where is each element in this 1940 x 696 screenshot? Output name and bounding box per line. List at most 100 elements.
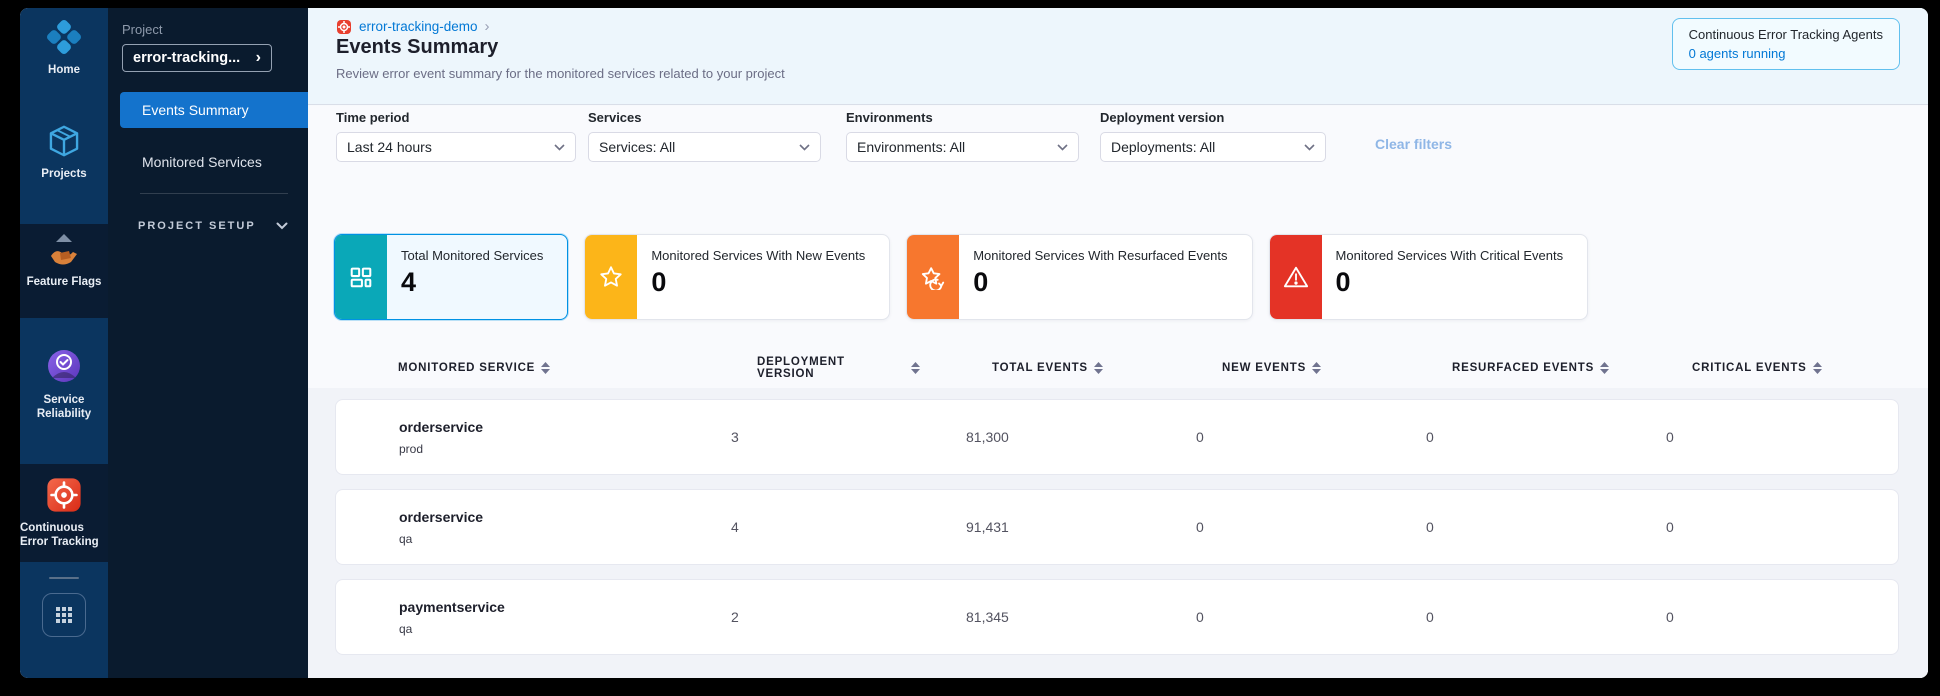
warning-icon bbox=[1269, 235, 1322, 319]
sort-icon bbox=[1093, 362, 1103, 374]
sidebar-item-monitored-services[interactable]: Monitored Services bbox=[142, 154, 262, 170]
project-setup-section[interactable]: PROJECT SETUP bbox=[138, 220, 288, 232]
sidebar-item-events-summary[interactable]: Events Summary bbox=[120, 92, 308, 128]
project-selector[interactable]: error-tracking... › bbox=[122, 44, 272, 72]
cell-deployment-version: 2 bbox=[731, 609, 739, 625]
cell-total-events: 81,300 bbox=[966, 429, 1009, 445]
chevron-right-icon: › bbox=[255, 49, 261, 66]
select-value: Last 24 hours bbox=[347, 139, 432, 155]
filter-label: Environments bbox=[846, 110, 933, 125]
project-label: Project bbox=[122, 22, 163, 37]
service-environment: qa bbox=[399, 621, 413, 636]
cell-deployment-version: 4 bbox=[731, 519, 739, 535]
grid-layout-icon bbox=[335, 235, 387, 319]
services-select[interactable]: Services: All bbox=[588, 132, 821, 162]
nav-item-feature-flags[interactable]: Feature Flags bbox=[20, 246, 108, 289]
service-name: orderservice bbox=[399, 508, 484, 525]
scroll-up-icon[interactable] bbox=[56, 234, 72, 242]
card-value: 0 bbox=[973, 267, 989, 297]
table-rows: orderservice prod 3 81,300 0 0 0 orderse… bbox=[335, 399, 1899, 655]
cell-monitored-service: orderservice qa bbox=[336, 490, 686, 564]
sort-icon bbox=[1600, 362, 1610, 374]
cell-total-events: 81,345 bbox=[966, 609, 1009, 625]
card-label: Monitored Services With Resurfaced Event… bbox=[973, 248, 1228, 263]
rail-divider bbox=[49, 577, 79, 579]
column-header-deployment-version[interactable]: DEPLOYMENT VERSION bbox=[685, 356, 920, 380]
table-row[interactable]: orderservice qa 4 91,431 0 0 0 bbox=[335, 489, 1899, 565]
cell-new-events: 0 bbox=[1196, 429, 1204, 445]
clear-filters-button[interactable]: Clear filters bbox=[1375, 136, 1453, 152]
nav-label: Service Reliability bbox=[36, 394, 92, 420]
sort-icon bbox=[1812, 362, 1822, 374]
cell-deployment-version: 3 bbox=[731, 429, 739, 445]
cell-critical-events: 0 bbox=[1666, 609, 1674, 625]
card-new-events[interactable]: Monitored Services With New Events 0 bbox=[584, 234, 891, 320]
column-header-new-events[interactable]: NEW EVENTS bbox=[1150, 356, 1380, 380]
chevron-down-icon bbox=[276, 222, 288, 230]
sort-icon bbox=[1312, 362, 1322, 374]
sort-icon bbox=[541, 362, 551, 374]
table-row[interactable]: paymentservice qa 2 81,345 0 0 0 bbox=[335, 579, 1899, 655]
nav-item-service-reliability[interactable]: Service Reliability bbox=[20, 346, 108, 421]
page-title: Events Summary bbox=[336, 36, 499, 58]
filter-services: Services Services: All bbox=[588, 110, 821, 162]
cell-resurfaced-events: 0 bbox=[1426, 609, 1434, 625]
nav-label: Home bbox=[48, 64, 80, 76]
nav-label: Projects bbox=[41, 168, 87, 180]
chevron-down-icon bbox=[554, 143, 565, 151]
deployments-select[interactable]: Deployments: All bbox=[1100, 132, 1326, 162]
projects-cube-icon bbox=[20, 122, 108, 160]
column-header-total-events[interactable]: TOTAL EVENTS bbox=[920, 356, 1150, 380]
card-value: 4 bbox=[401, 267, 417, 297]
nav-item-home[interactable]: Home bbox=[20, 18, 108, 77]
filter-label: Deployment version bbox=[1100, 110, 1225, 125]
time-period-select[interactable]: Last 24 hours bbox=[336, 132, 576, 162]
cell-monitored-service: orderservice prod bbox=[336, 400, 686, 474]
breadcrumb-link[interactable]: error-tracking-demo bbox=[359, 19, 478, 34]
chevron-down-icon bbox=[1304, 143, 1315, 151]
cell-critical-events: 0 bbox=[1666, 519, 1674, 535]
grid-dots-icon bbox=[55, 606, 73, 624]
select-value: Services: All bbox=[599, 139, 676, 155]
column-header-resurfaced-events[interactable]: RESURFACED EVENTS bbox=[1380, 356, 1620, 380]
error-tracking-icon bbox=[20, 476, 108, 514]
cell-new-events: 0 bbox=[1196, 609, 1204, 625]
breadcrumb: error-tracking-demo › bbox=[336, 18, 490, 35]
module-rail: Home Projects bbox=[20, 8, 108, 678]
card-value: 0 bbox=[1335, 267, 1351, 297]
cell-resurfaced-events: 0 bbox=[1426, 429, 1434, 445]
card-total-monitored-services[interactable]: Total Monitored Services 4 bbox=[334, 234, 569, 320]
card-label: Monitored Services With Critical Events bbox=[1335, 248, 1564, 263]
service-reliability-icon bbox=[20, 346, 108, 386]
nav-scroll-band: Feature Flags bbox=[20, 224, 108, 318]
nav-item-error-tracking[interactable]: Continuous Error Tracking bbox=[20, 464, 108, 562]
table-row[interactable]: orderservice prod 3 81,300 0 0 0 bbox=[335, 399, 1899, 475]
cell-resurfaced-events: 0 bbox=[1426, 519, 1434, 535]
page-body: Time period Last 24 hours Services Servi… bbox=[308, 106, 1928, 678]
card-critical-events[interactable]: Monitored Services With Critical Events … bbox=[1268, 234, 1589, 320]
app-window: Home Projects bbox=[20, 8, 1928, 678]
summary-cards: Total Monitored Services 4 Monitored Ser… bbox=[334, 234, 1589, 320]
breadcrumb-chevron-icon: › bbox=[484, 18, 490, 35]
module-grid-button[interactable] bbox=[42, 593, 86, 637]
card-label: Total Monitored Services bbox=[401, 248, 544, 263]
agents-status-box: Continuous Error Tracking Agents 0 agent… bbox=[1671, 18, 1900, 70]
error-tracking-small-icon bbox=[336, 19, 352, 35]
project-sidebar: Project error-tracking... › Events Summa… bbox=[108, 8, 308, 678]
project-name: error-tracking... bbox=[133, 50, 241, 66]
nav-item-projects[interactable]: Projects bbox=[20, 122, 108, 181]
nav-label: Continuous Error Tracking bbox=[20, 522, 99, 548]
select-value: Environments: All bbox=[857, 139, 966, 155]
card-resurfaced-events[interactable]: Monitored Services With Resurfaced Event… bbox=[906, 234, 1253, 320]
nav-label: Feature Flags bbox=[26, 276, 102, 288]
environments-select[interactable]: Environments: All bbox=[846, 132, 1079, 162]
service-name: paymentservice bbox=[399, 598, 505, 615]
cell-critical-events: 0 bbox=[1666, 429, 1674, 445]
sidebar-divider bbox=[140, 193, 288, 194]
page-subtitle: Review error event summary for the monit… bbox=[336, 66, 785, 81]
agents-running-link[interactable]: 0 agents running bbox=[1688, 46, 1786, 61]
column-header-critical-events[interactable]: CRITICAL EVENTS bbox=[1620, 356, 1899, 380]
service-environment: qa bbox=[399, 531, 413, 546]
column-header-monitored-service[interactable]: MONITORED SERVICE bbox=[335, 356, 685, 380]
filter-deployment-version: Deployment version Deployments: All bbox=[1100, 110, 1326, 162]
